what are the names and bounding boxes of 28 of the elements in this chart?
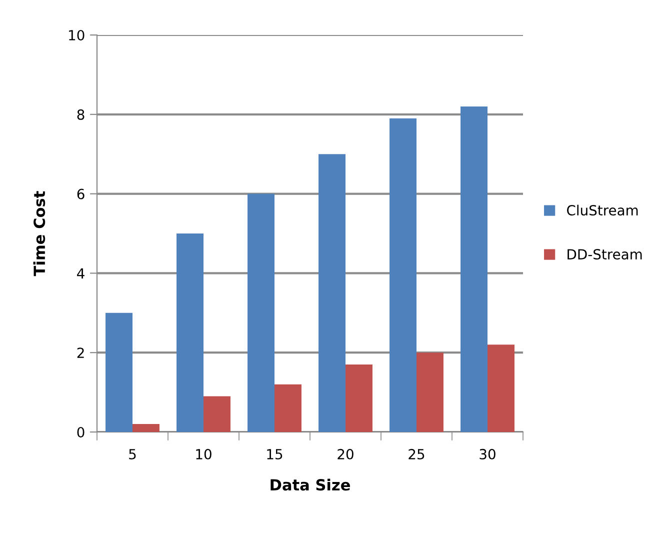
bar — [248, 194, 274, 432]
x-tick-label: 30 — [480, 448, 496, 460]
bar — [460, 106, 488, 432]
x-tick-label: 20 — [338, 448, 354, 460]
x-tick-label: 25 — [408, 448, 424, 460]
bar — [346, 364, 372, 432]
x-tick-label: 5 — [129, 449, 136, 460]
bar — [132, 424, 160, 432]
y-tick-label: 2 — [77, 348, 84, 358]
y-tick-label: 6 — [77, 188, 84, 200]
y-tick-label: 8 — [77, 109, 84, 120]
legend-label: CluStream — [567, 204, 638, 216]
x-tick-label: 10 — [196, 448, 212, 460]
bar — [106, 312, 132, 432]
y-axis-title: Time Cost — [33, 191, 46, 276]
bar — [488, 344, 514, 432]
bar — [318, 154, 346, 432]
y-tick-label: 0 — [77, 426, 84, 438]
bar — [390, 118, 416, 432]
y-tick-label: 4 — [77, 268, 84, 278]
bar — [274, 384, 302, 432]
bar — [416, 352, 444, 432]
legend-label: DD-Stream — [568, 249, 642, 260]
x-axis-title: Data Size — [270, 478, 350, 491]
bar — [176, 234, 204, 432]
bar — [204, 396, 230, 432]
x-tick-label: 15 — [267, 449, 282, 460]
y-tick-label: 10 — [69, 30, 84, 40]
